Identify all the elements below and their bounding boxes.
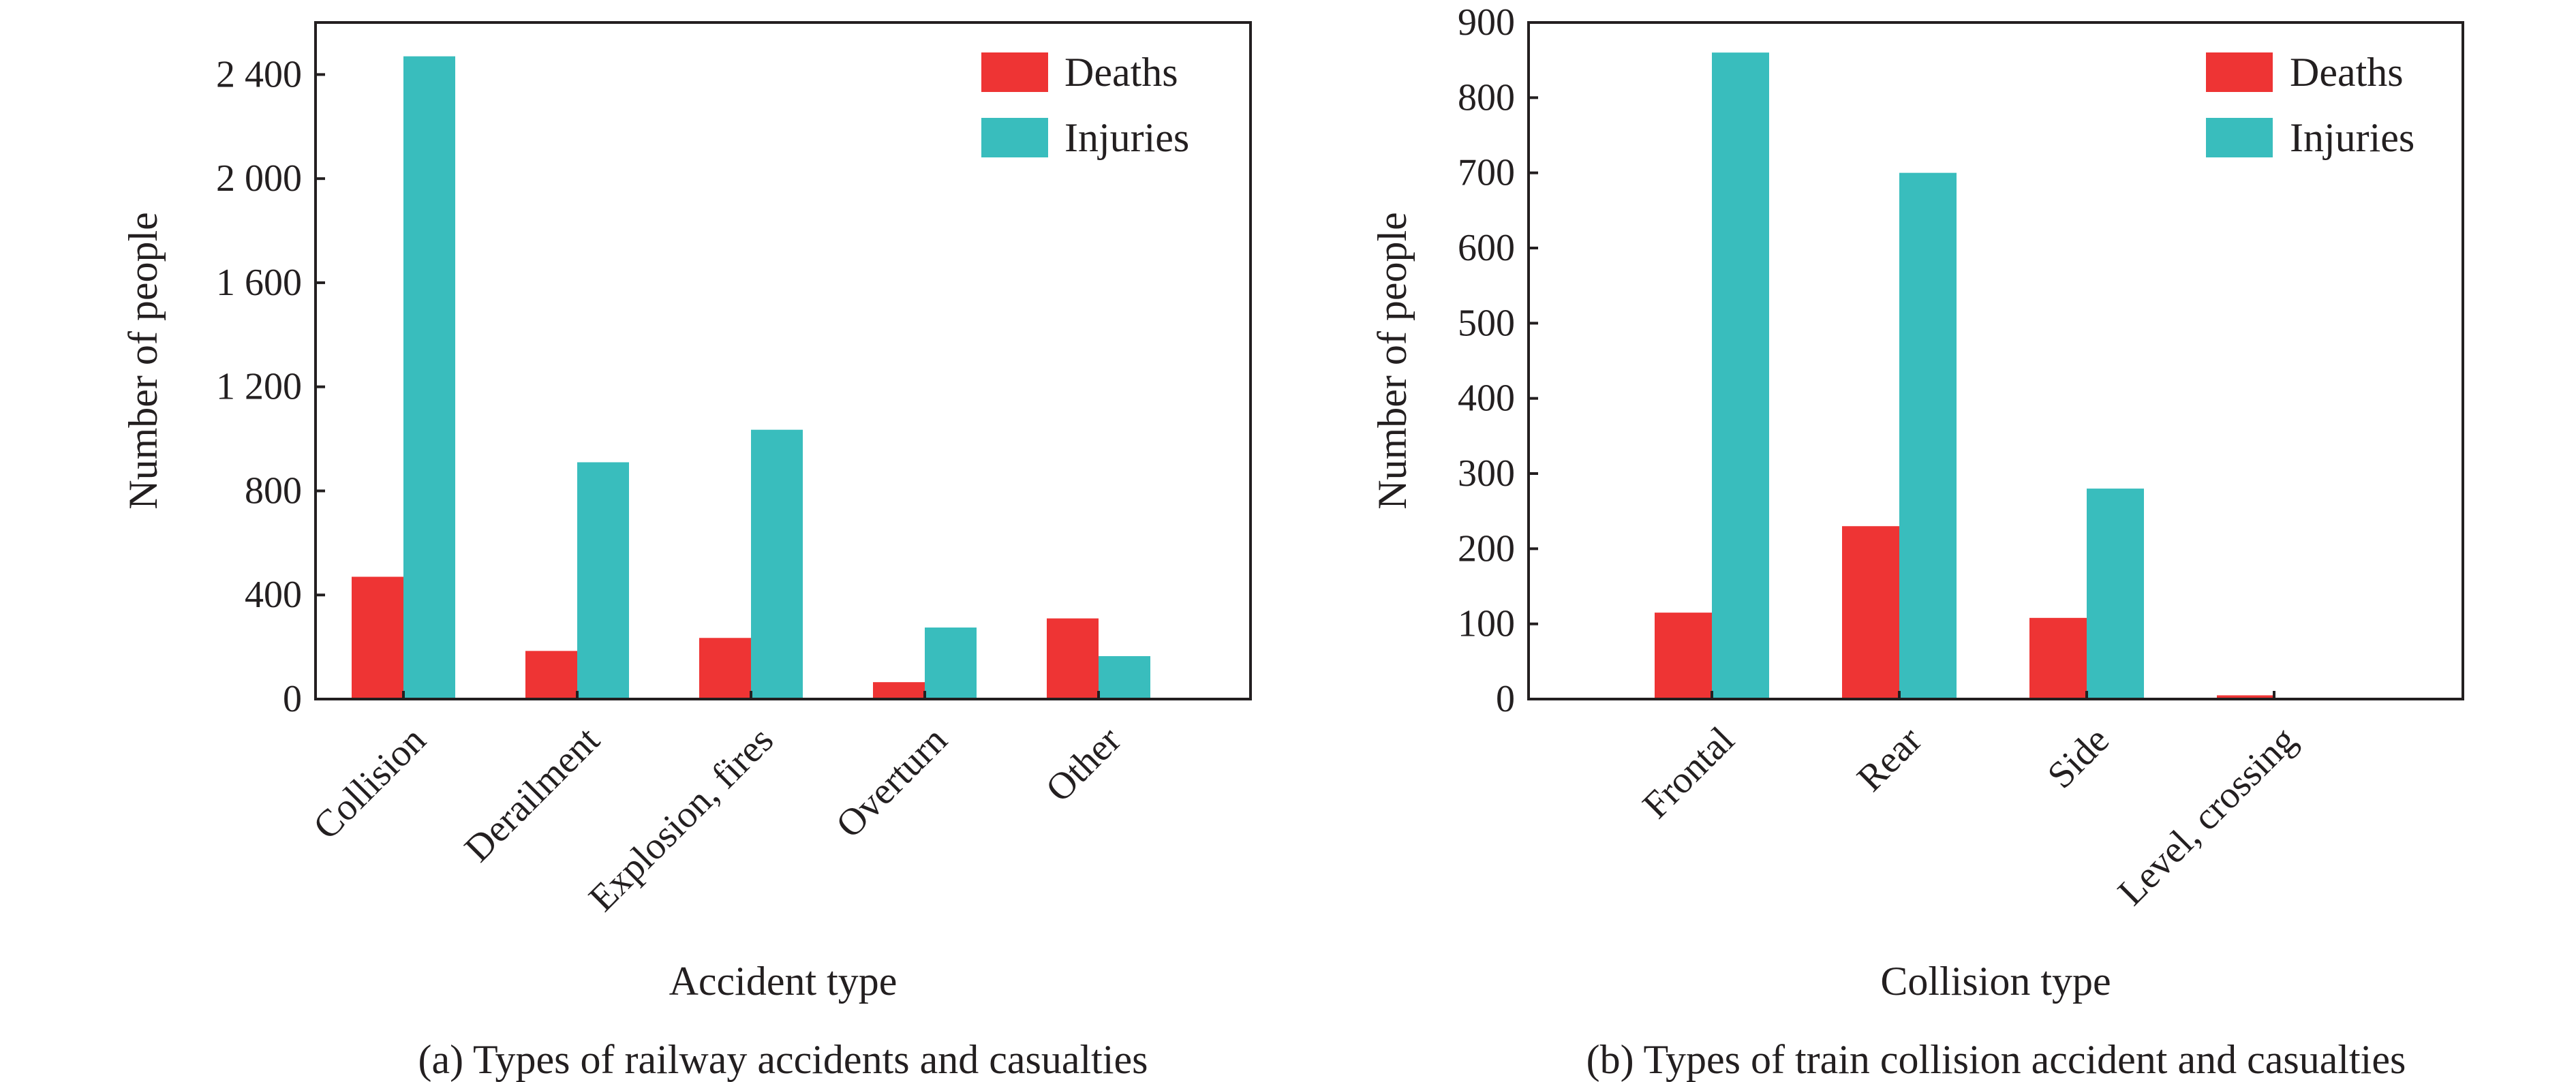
chart-b-bar-deaths-2 — [1842, 526, 1899, 699]
chart-a-category-label: Derailment — [457, 719, 608, 870]
chart-b-y-axis-label: Number of people — [1370, 212, 1415, 510]
chart-b-x-axis-label: Collision type — [1880, 959, 2111, 1004]
chart-a-ytick-label: 0 — [283, 678, 302, 720]
chart-a-ytick-label: 1 200 — [216, 366, 302, 408]
chart-b-legend-swatch-injuries — [2206, 118, 2273, 157]
chart-a-legend-swatch-deaths — [981, 52, 1048, 92]
chart-a-ytick-label: 2 400 — [216, 53, 302, 95]
chart-a-bar-injuries-5 — [1099, 655, 1150, 699]
chart-a-ytick-label: 800 — [245, 469, 302, 512]
chart-b-bar-injuries-1 — [1712, 52, 1769, 700]
chart-b-ytick-label: 800 — [1458, 76, 1515, 119]
chart-b-legend-label-deaths: Deaths — [2290, 50, 2404, 95]
chart-a-bar-deaths-2 — [525, 651, 577, 699]
chart-a-category-label: Explosion, fires — [581, 719, 782, 920]
chart-a-bar-deaths-5 — [1047, 618, 1099, 699]
chart-a-bar-injuries-4 — [925, 627, 977, 699]
chart-b-category-label: Frontal — [1635, 719, 1743, 826]
chart-b-ytick-label: 0 — [1496, 678, 1515, 720]
chart-a-legend-label-deaths: Deaths — [1064, 50, 1178, 95]
chart-a-y-axis-label: Number of people — [121, 212, 166, 510]
chart-a-bar-deaths-1 — [352, 576, 403, 699]
chart-a-legend-label-injuries: Injuries — [1064, 115, 1189, 160]
chart-a-x-axis-label: Accident type — [669, 959, 898, 1004]
chart-a-category-label: Overturn — [828, 719, 955, 846]
chart-a-bar-deaths-3 — [699, 638, 751, 699]
chart-b-caption: (b) Types of train collision accident an… — [1586, 1037, 2406, 1082]
chart-b-bar-deaths-4 — [2217, 695, 2274, 699]
chart-b-plot-frame — [1527, 21, 2464, 700]
chart-b-ytick-label: 400 — [1458, 377, 1515, 420]
chart-b-ytick-label: 300 — [1458, 452, 1515, 495]
chart-a-bar-deaths-4 — [873, 682, 925, 699]
chart-a-caption: (a) Types of railway accidents and casua… — [418, 1037, 1148, 1082]
chart-a-legend-swatch-injuries — [981, 118, 1048, 157]
chart-a-plot-frame — [314, 21, 1252, 700]
chart-b-category-label: Rear — [1849, 719, 1930, 800]
chart-a-ytick-label: 400 — [245, 574, 302, 616]
chart-b-ytick-label: 700 — [1458, 152, 1515, 194]
chart-a-bar-injuries-1 — [403, 56, 455, 699]
chart-a-ytick-label: 1 600 — [216, 262, 302, 304]
chart-b-ytick-label: 900 — [1458, 1, 1515, 44]
chart-b-bar-injuries-2 — [1899, 172, 1957, 699]
chart-b-ytick-label: 200 — [1458, 527, 1515, 570]
chart-a-category-label: Collision — [305, 719, 434, 848]
chart-b-legend-label-injuries: Injuries — [2290, 115, 2414, 160]
chart-b-category-label: Level, crossing — [2110, 719, 2305, 914]
chart-b-bar-deaths-3 — [2029, 617, 2087, 699]
chart-a-bar-injuries-3 — [751, 429, 803, 699]
chart-b-ytick-label: 100 — [1458, 603, 1515, 645]
chart-a-ytick-label: 2 000 — [216, 157, 302, 200]
chart-b-ytick-label: 500 — [1458, 302, 1515, 344]
chart-b-bar-deaths-1 — [1655, 613, 1712, 699]
chart-b-ytick-label: 600 — [1458, 227, 1515, 269]
chart-a-bar-injuries-2 — [577, 462, 629, 699]
chart-a-category-label: Other — [1038, 719, 1129, 810]
chart-b-legend-swatch-deaths — [2206, 52, 2273, 92]
chart-b-bar-injuries-3 — [2087, 489, 2144, 699]
chart-b-category-label: Side — [2040, 719, 2117, 797]
